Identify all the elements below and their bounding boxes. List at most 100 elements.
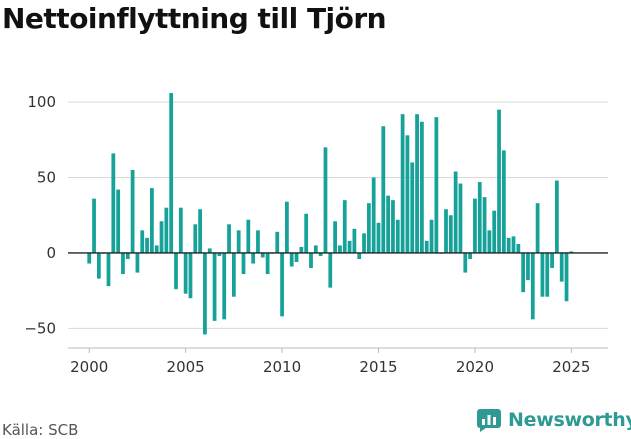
bar xyxy=(231,252,236,297)
bar xyxy=(540,252,545,297)
bar xyxy=(338,245,342,253)
bar xyxy=(391,200,395,253)
bar xyxy=(174,252,178,290)
bar xyxy=(415,114,419,253)
x-axis-labels: 2000 2005 2010 2015 2020 2025 xyxy=(70,348,590,376)
bar xyxy=(169,93,174,253)
bar xyxy=(188,252,193,299)
y-tick-label: −50 xyxy=(24,319,56,337)
y-tick-label: 100 xyxy=(27,93,56,111)
bar xyxy=(492,210,497,253)
bar xyxy=(342,200,347,253)
bar xyxy=(145,237,149,253)
bar xyxy=(227,224,231,253)
chart-title: Nettoinflyttning till Tjörn xyxy=(2,2,387,35)
bar xyxy=(275,231,280,253)
x-tick-label: 2025 xyxy=(552,358,590,376)
bar xyxy=(564,252,569,302)
bar xyxy=(458,183,463,253)
bar xyxy=(140,230,145,253)
bar xyxy=(550,252,554,269)
bar xyxy=(434,117,439,253)
bar xyxy=(309,252,313,269)
bar xyxy=(217,252,222,256)
bar xyxy=(246,219,251,253)
bar-chart: −50 0 50 100 2000 2005 2010 2015 2020 2025 xyxy=(24,93,608,376)
bar xyxy=(420,121,424,253)
bar xyxy=(178,207,183,253)
bar xyxy=(405,135,410,253)
bar xyxy=(294,252,299,263)
bar xyxy=(545,252,550,297)
bar xyxy=(482,197,487,253)
bar xyxy=(448,215,453,253)
brand-logo[interactable]: Newsworthy xyxy=(476,407,631,433)
bar xyxy=(92,198,96,253)
bar xyxy=(501,150,506,253)
bar xyxy=(280,252,284,317)
bar xyxy=(352,228,357,253)
bar xyxy=(193,224,198,253)
bar xyxy=(241,252,246,275)
bar xyxy=(96,252,101,279)
bar xyxy=(236,230,241,253)
bar xyxy=(362,233,366,253)
bar xyxy=(87,252,92,264)
bar xyxy=(154,245,159,253)
bar xyxy=(289,252,294,267)
bars xyxy=(87,93,574,335)
bar xyxy=(125,252,130,259)
gridlines xyxy=(68,101,608,349)
x-tick-label: 2010 xyxy=(263,358,301,376)
bar xyxy=(130,169,135,253)
bar xyxy=(347,240,352,253)
bar xyxy=(506,237,511,253)
bar xyxy=(328,252,333,288)
bar xyxy=(333,221,337,253)
bar xyxy=(569,251,574,253)
bar xyxy=(285,201,289,253)
bar xyxy=(357,252,362,259)
bar xyxy=(386,195,391,253)
bar xyxy=(198,209,202,253)
bar xyxy=(463,252,468,273)
bar xyxy=(473,198,477,253)
bar xyxy=(526,252,530,281)
bar xyxy=(183,252,188,294)
bar xyxy=(111,153,116,253)
bar xyxy=(260,252,265,258)
bar xyxy=(159,221,164,253)
bar xyxy=(559,252,564,282)
bar xyxy=(497,109,501,253)
newsworthy-logo-icon xyxy=(477,409,501,432)
bar xyxy=(265,252,270,275)
x-tick-label: 2005 xyxy=(167,358,205,376)
bar xyxy=(381,126,386,253)
bar xyxy=(429,219,434,253)
bar xyxy=(535,203,540,253)
bar xyxy=(203,252,207,335)
bar xyxy=(376,222,381,253)
bar xyxy=(477,182,482,253)
bar xyxy=(106,252,111,287)
bar xyxy=(468,252,472,259)
bar xyxy=(371,177,376,253)
bar xyxy=(164,207,169,253)
y-axis-labels: −50 0 50 100 xyxy=(24,93,56,337)
y-tick-label: 0 xyxy=(46,244,56,262)
bar xyxy=(207,248,212,253)
bar xyxy=(410,162,415,253)
bar xyxy=(424,240,429,253)
bar xyxy=(299,246,304,253)
bar xyxy=(251,252,256,264)
bar xyxy=(444,209,448,253)
bar xyxy=(521,252,526,293)
bar xyxy=(150,188,154,253)
bar xyxy=(318,252,323,256)
bar xyxy=(516,243,521,253)
x-tick-label: 2000 xyxy=(70,358,108,376)
bar xyxy=(256,230,260,253)
bar xyxy=(116,189,121,253)
bar xyxy=(212,252,217,321)
bar xyxy=(400,114,405,253)
